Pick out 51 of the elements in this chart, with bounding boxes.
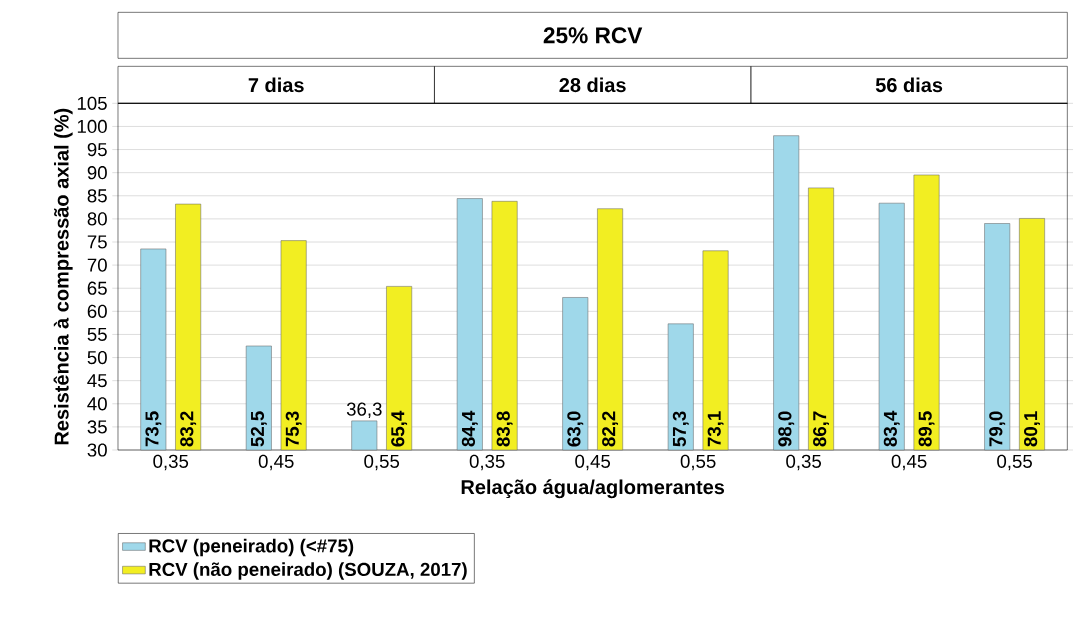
data-label: 89,5 (918, 411, 935, 447)
y-tick-label: 70 (87, 258, 107, 272)
data-label: 83,2 (180, 411, 197, 447)
data-label: 80,1 (1024, 411, 1040, 447)
data-label: 36,3 (346, 402, 382, 418)
data-label: 82,2 (602, 411, 619, 447)
x-tick-label: 0,45 (891, 454, 927, 471)
x-tick-label: 0,55 (680, 454, 716, 471)
y-tick-label: 90 (87, 166, 107, 180)
y-tick-label: 45 (87, 374, 107, 388)
data-label: 98,0 (778, 411, 795, 447)
data-label: 52,5 (250, 411, 267, 447)
y-tick-label: 35 (87, 420, 107, 434)
y-tick-label: 100 (77, 119, 107, 134)
data-label: 73,1 (707, 411, 724, 447)
y-tick-label: 85 (87, 189, 107, 203)
x-tick-label: 0,35 (153, 454, 189, 471)
x-tick-label: 0,35 (786, 454, 822, 471)
data-label: 73,5 (145, 411, 162, 447)
y-tick-label: 30 (87, 443, 107, 457)
data-label: 75,3 (285, 411, 302, 447)
data-label: 86,7 (813, 411, 829, 447)
x-tick-label: 0,45 (575, 454, 611, 471)
data-label: 57,3 (672, 411, 689, 447)
data-label: 65,4 (391, 410, 408, 447)
y-tick-label: 105 (77, 96, 107, 110)
data-label: 83,4 (883, 410, 900, 447)
data-label: 63,0 (567, 411, 584, 447)
y-tick-label: 80 (87, 212, 107, 226)
x-tick-label: 0,55 (364, 454, 400, 471)
data-label: 83,8 (496, 411, 513, 447)
text: 56 dias (875, 77, 943, 93)
x-tick-label: 0,55 (997, 454, 1032, 471)
chart-title: 25% RCV (543, 27, 643, 44)
y-tick-label: 95 (87, 142, 107, 157)
y-tick-label: 40 (87, 397, 107, 411)
x-tick-label: 0,45 (258, 454, 294, 471)
y-tick-label: 50 (87, 350, 107, 365)
y-tick-label: 60 (87, 304, 107, 318)
y-axis-title: Resistência à compressão axial (%) (53, 108, 73, 445)
y-tick-label: 65 (87, 281, 107, 295)
y-tick-label: 75 (87, 235, 107, 249)
x-axis-title: Relação água/aglomerantes (461, 479, 725, 499)
legend-label: RCV (não peneirado) (SOUZA, 2017) (149, 562, 467, 580)
text: 28 dias (559, 77, 626, 93)
y-tick-label: 55 (87, 327, 107, 341)
text: 7 dias (248, 77, 304, 93)
legend-label: RCV (peneirado) (<#75) (149, 538, 354, 557)
x-tick-label: 0,35 (469, 454, 505, 471)
data-label: 79,0 (989, 411, 1006, 447)
data-label: 84,4 (461, 410, 478, 447)
